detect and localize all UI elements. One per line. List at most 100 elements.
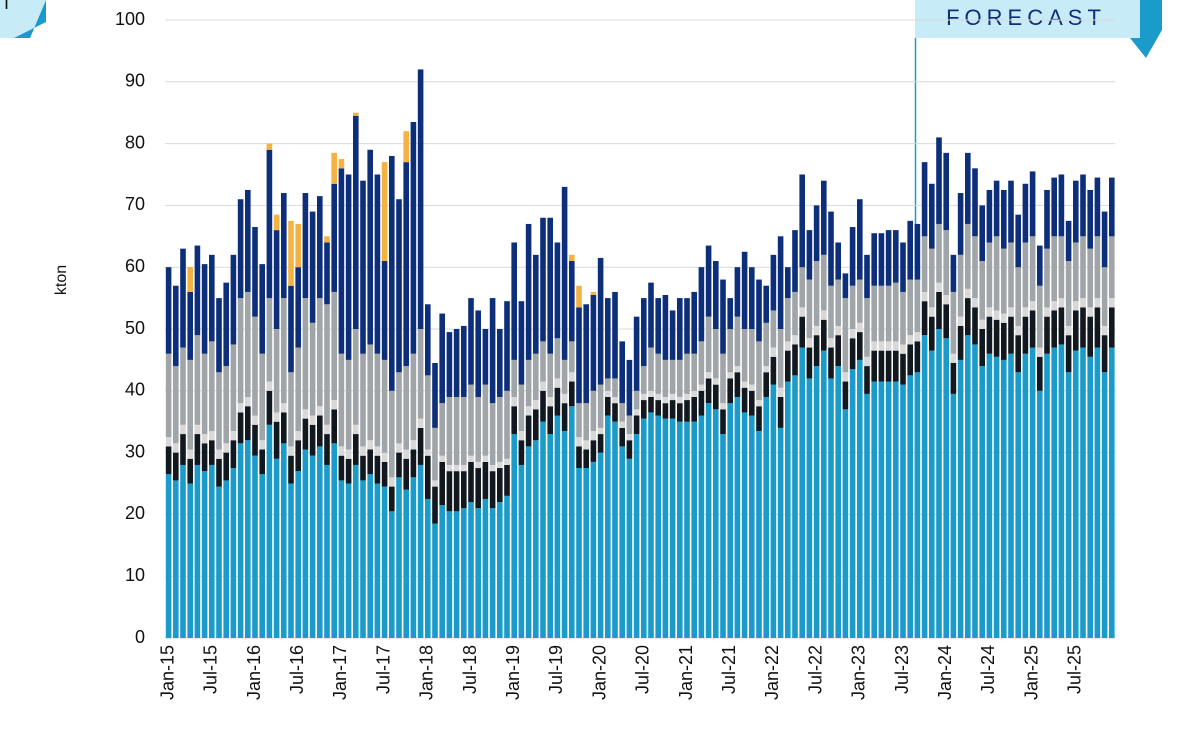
bar-segment: [273, 458, 280, 638]
bar-segment: [929, 183, 935, 249]
bar-segment: [266, 143, 273, 150]
bar-segment: [713, 378, 719, 385]
bar-segment: [281, 443, 287, 638]
bar-segment: [281, 193, 287, 299]
bar-segment: [417, 427, 424, 465]
bar-segment: [1065, 325, 1072, 336]
bar-segment: [597, 452, 604, 638]
bar-segment: [900, 344, 906, 354]
bar-segment: [540, 421, 546, 638]
bar-segment: [525, 223, 532, 360]
x-tick-label: Jan-20: [589, 645, 609, 700]
bar-segment: [849, 369, 856, 638]
bar-segment: [713, 409, 719, 638]
bar-segment: [1058, 174, 1065, 237]
bar-segment: [576, 307, 582, 404]
bar-segment: [367, 149, 373, 345]
bar-segment: [849, 329, 856, 339]
bar-segment: [900, 291, 906, 345]
bar-segment: [461, 396, 467, 465]
bar-segment: [331, 183, 337, 292]
bar-segment: [1037, 285, 1043, 348]
bar-segment: [237, 443, 244, 638]
bar-segment: [864, 366, 870, 394]
bar-segment: [324, 424, 330, 435]
bar-segment: [914, 223, 921, 280]
bar-segment: [338, 480, 345, 638]
bar-segment: [1109, 347, 1115, 638]
bar-segment: [950, 362, 957, 394]
bar-segment: [734, 396, 741, 638]
bar-segment: [374, 174, 381, 354]
y-tick-label: 80: [125, 132, 145, 152]
bar-segment: [338, 446, 345, 456]
bar-segment: [806, 347, 813, 379]
bar-segment: [705, 403, 712, 638]
bar-segment: [957, 316, 964, 326]
bar-segment: [554, 338, 561, 379]
bar-segment: [655, 400, 661, 416]
bar-segment: [929, 316, 935, 351]
bar-segment: [403, 162, 409, 367]
bar-segment: [338, 455, 345, 481]
bar-segment: [230, 440, 237, 469]
bar-segment: [295, 267, 301, 348]
bar-segment: [619, 403, 625, 422]
bar-segment: [806, 378, 813, 638]
bar-segment: [669, 400, 676, 419]
bar-segment: [518, 384, 525, 431]
bar-segment: [662, 295, 669, 360]
bar-segment: [885, 350, 892, 382]
bar-segment: [194, 424, 201, 435]
bar-segment: [540, 217, 546, 342]
bar-segment: [792, 230, 798, 292]
bar-segment: [367, 449, 373, 475]
bar-segment: [302, 449, 309, 638]
y-tick-label: 10: [125, 565, 145, 585]
bar-segment: [763, 372, 769, 397]
bar-segment: [273, 421, 280, 459]
bar-segment: [979, 329, 985, 367]
bar-segment: [259, 440, 265, 450]
bar-segment: [453, 396, 460, 465]
bar-segment: [864, 393, 870, 638]
bar-segment: [324, 464, 330, 638]
bar-segment: [165, 353, 172, 438]
bar-segment: [821, 254, 827, 311]
bar-segment: [799, 174, 805, 268]
bar-segment: [713, 329, 719, 379]
bar-segment: [533, 440, 539, 638]
bar-segment: [569, 341, 575, 373]
bar-segment: [1029, 171, 1036, 237]
bar-segment: [194, 434, 201, 465]
bar-segment: [518, 301, 525, 385]
bar-segment: [957, 325, 964, 360]
bar-segment: [338, 168, 345, 354]
bar-segment: [489, 464, 496, 472]
bar-segment: [993, 319, 1000, 357]
bar-segment: [590, 390, 597, 431]
x-tick-label: Jul-19: [546, 645, 566, 694]
bar-segment: [921, 291, 928, 302]
bar-segment: [813, 261, 820, 326]
bar-segment: [453, 329, 460, 397]
bar-segment: [446, 511, 453, 638]
bar-segment: [403, 449, 409, 459]
bar-segment: [705, 372, 712, 379]
bar-segment: [317, 196, 323, 299]
bar-segment: [698, 415, 705, 638]
bar-segment: [374, 483, 381, 638]
bar-segment: [878, 350, 885, 382]
bar-segment: [353, 464, 359, 638]
bar-segment: [525, 415, 532, 447]
bar-segment: [1037, 347, 1043, 357]
bar-segment: [461, 325, 467, 397]
bar-segment: [1015, 267, 1021, 326]
bar-segment: [965, 152, 971, 224]
bar-segment: [684, 400, 690, 422]
bar-segment: [417, 418, 424, 428]
bar-segment: [857, 199, 863, 280]
bar-segment: [691, 291, 697, 354]
bar-segment: [410, 440, 417, 450]
bar-segment: [576, 403, 582, 438]
